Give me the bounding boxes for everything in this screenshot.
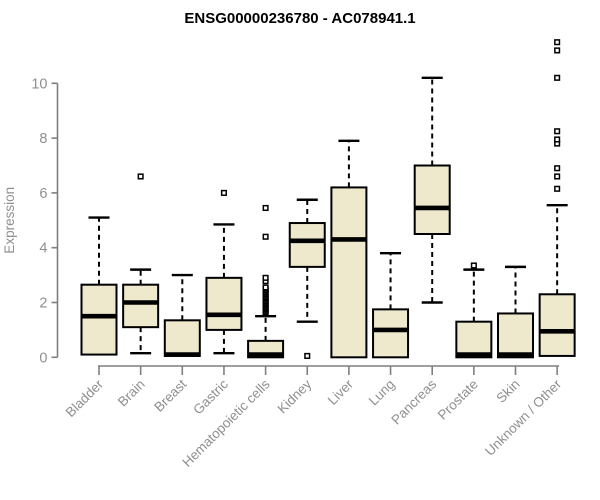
y-tick-label: 4 [39, 241, 47, 257]
outlier-point [554, 173, 561, 180]
x-label-lung: Lung [366, 377, 398, 409]
outlier-point [262, 284, 269, 291]
iqr-box [205, 276, 243, 331]
x-label-unknown-other: Unknown / Other [482, 376, 565, 459]
iqr-box [413, 164, 451, 235]
y-tick-label: 8 [39, 131, 47, 147]
outlier-point [554, 74, 561, 81]
outlier-point [262, 274, 269, 281]
y-tick-label: 10 [31, 76, 47, 92]
x-label-breast: Breast [151, 376, 189, 414]
y-tick-label: 2 [39, 296, 47, 312]
outlier-point [554, 47, 561, 54]
outlier-point [137, 173, 144, 180]
outlier-point [304, 352, 311, 359]
x-label-brain: Brain [115, 377, 148, 410]
boxplot-breast [163, 273, 201, 357]
x-label-kidney: Kidney [275, 376, 315, 416]
y-axis: 0 2 4 6 8 10 [31, 76, 59, 366]
boxplot-kidney [288, 198, 326, 359]
y-axis-title: Expression [2, 187, 17, 254]
x-label-liver: Liver [325, 376, 357, 408]
iqr-box [455, 320, 493, 359]
outlier-point [262, 204, 269, 212]
boxplot-unknown-other [538, 39, 576, 357]
x-label-bladder: Bladder [63, 376, 107, 420]
boxplot-gastric [205, 189, 243, 355]
outlier-point [262, 233, 269, 240]
boxplot-prostate [455, 262, 493, 359]
outlier-point [554, 165, 561, 172]
iqr-box [288, 222, 326, 268]
y-tick-label: 0 [39, 350, 47, 366]
boxplot-brain [122, 173, 160, 355]
boxplot-lung [372, 251, 410, 359]
iqr-box [538, 293, 576, 357]
outlier-point [554, 185, 561, 192]
iqr-box [497, 312, 534, 359]
boxplot-hematopoietic-cells [247, 204, 285, 359]
x-label-gastric: Gastric [190, 376, 231, 417]
iqr-box [122, 283, 160, 329]
outlier-point [554, 136, 561, 143]
iqr-box [330, 186, 368, 359]
boxplot-liver [330, 139, 368, 359]
outlier-point [470, 262, 477, 269]
x-label-prostate: Prostate [435, 377, 481, 423]
boxplot-skin [497, 265, 534, 359]
iqr-box [372, 308, 410, 359]
boxplot-pancreas [413, 76, 451, 304]
x-label-skin: Skin [493, 377, 522, 406]
outlier-point [220, 189, 227, 196]
iqr-box [163, 319, 201, 357]
x-label-pancreas: Pancreas [388, 376, 439, 427]
y-tick-label: 6 [39, 186, 47, 202]
iqr-box [80, 283, 118, 356]
boxplot-bladder [80, 216, 118, 356]
outlier-point [554, 39, 561, 46]
outlier-point [554, 128, 561, 135]
chart-title: ENSG00000236780 - AC078941.1 [184, 10, 416, 27]
